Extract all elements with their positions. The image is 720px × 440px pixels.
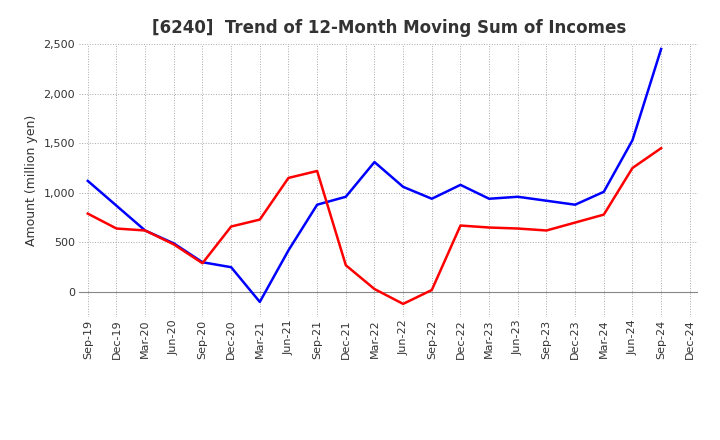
Ordinary Income <box>542 198 551 203</box>
Ordinary Income <box>571 202 580 207</box>
Ordinary Income <box>256 299 264 304</box>
Net Income <box>456 223 465 228</box>
Net Income <box>571 220 580 225</box>
Ordinary Income <box>657 46 665 51</box>
Ordinary Income <box>84 178 92 183</box>
Ordinary Income <box>370 159 379 165</box>
Net Income <box>428 287 436 293</box>
Ordinary Income <box>169 241 178 246</box>
Net Income <box>628 165 636 171</box>
Y-axis label: Amount (million yen): Amount (million yen) <box>25 115 38 246</box>
Net Income <box>112 226 121 231</box>
Title: [6240]  Trend of 12-Month Moving Sum of Incomes: [6240] Trend of 12-Month Moving Sum of I… <box>152 19 626 37</box>
Net Income <box>227 224 235 229</box>
Ordinary Income <box>428 196 436 202</box>
Ordinary Income <box>341 194 350 199</box>
Ordinary Income <box>600 189 608 194</box>
Ordinary Income <box>227 264 235 270</box>
Ordinary Income <box>456 182 465 187</box>
Net Income <box>312 169 321 174</box>
Ordinary Income <box>628 138 636 143</box>
Ordinary Income <box>198 260 207 265</box>
Line: Net Income: Net Income <box>88 148 661 304</box>
Net Income <box>284 175 293 180</box>
Net Income <box>141 228 150 233</box>
Ordinary Income <box>141 228 150 233</box>
Net Income <box>600 212 608 217</box>
Net Income <box>485 225 493 230</box>
Line: Ordinary Income: Ordinary Income <box>88 49 661 302</box>
Net Income <box>370 286 379 292</box>
Net Income <box>513 226 522 231</box>
Net Income <box>341 263 350 268</box>
Ordinary Income <box>112 203 121 208</box>
Net Income <box>198 260 207 266</box>
Net Income <box>169 242 178 247</box>
Net Income <box>657 146 665 151</box>
Net Income <box>256 217 264 222</box>
Net Income <box>399 301 408 307</box>
Ordinary Income <box>312 202 321 207</box>
Net Income <box>84 211 92 216</box>
Ordinary Income <box>284 248 293 253</box>
Net Income <box>542 228 551 233</box>
Ordinary Income <box>485 196 493 202</box>
Ordinary Income <box>513 194 522 199</box>
Ordinary Income <box>399 184 408 190</box>
